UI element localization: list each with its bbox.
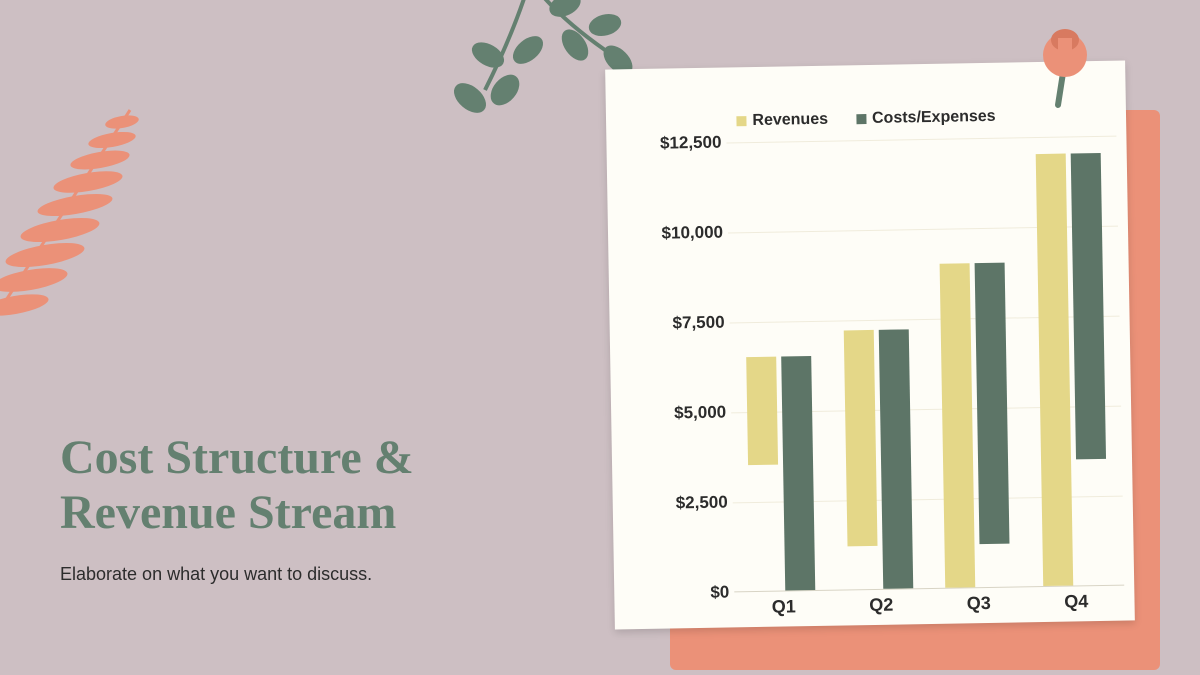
bar-group	[940, 263, 1011, 588]
white-card: Revenues Costs/Expenses $0 $2,500 $5,000 $7…	[605, 61, 1135, 630]
y-axis-label: $0	[644, 582, 729, 603]
chart-container: Revenues Costs/Expenses $0 $2,500 $5,000 $7…	[600, 40, 1160, 640]
legend-swatch-revenues	[736, 116, 746, 126]
x-axis-label: Q4	[1044, 591, 1109, 613]
legend-label-costs: Costs/Expenses	[872, 108, 996, 128]
legend-item-revenues: Revenues	[736, 111, 828, 131]
text-block: Cost Structure & Revenue Stream Elaborat…	[60, 430, 560, 585]
legend-label-revenues: Revenues	[752, 111, 828, 130]
bar-group	[746, 356, 815, 591]
bar-costs	[878, 329, 913, 589]
y-axis-label: $2,500	[643, 493, 728, 514]
page-subtitle: Elaborate on what you want to discuss.	[60, 564, 560, 585]
bar-revenues	[746, 357, 778, 466]
legend-swatch-costs	[856, 114, 866, 124]
x-axis-label: Q1	[751, 596, 816, 618]
bar-group	[1035, 153, 1108, 586]
y-axis-label: $12,500	[636, 133, 721, 154]
bar-revenues	[940, 263, 976, 587]
bar-group	[843, 329, 913, 589]
y-axis-label: $7,500	[639, 313, 724, 334]
bar-costs	[781, 356, 815, 590]
pushpin-icon	[1030, 25, 1100, 110]
x-axis-label: Q3	[946, 593, 1011, 615]
fern-leaf-icon	[0, 80, 160, 360]
bar-costs	[1070, 153, 1105, 459]
chart-legend: Revenues Costs/Expenses	[736, 108, 995, 131]
page-title: Cost Structure & Revenue Stream	[60, 430, 560, 540]
legend-item-costs: Costs/Expenses	[856, 108, 996, 128]
plot-area	[726, 136, 1124, 593]
chart-plot: $0 $2,500 $5,000 $7,500 $10,000 $12,500 Q1 Q2 Q…	[636, 136, 1124, 634]
bar-revenues	[1035, 154, 1073, 586]
y-axis-label: $5,000	[641, 403, 726, 424]
gridline	[726, 136, 1116, 144]
bar-costs	[975, 263, 1010, 544]
bar-revenues	[843, 330, 877, 546]
y-axis-label: $10,000	[638, 223, 723, 244]
x-axis-label: Q2	[849, 594, 914, 616]
